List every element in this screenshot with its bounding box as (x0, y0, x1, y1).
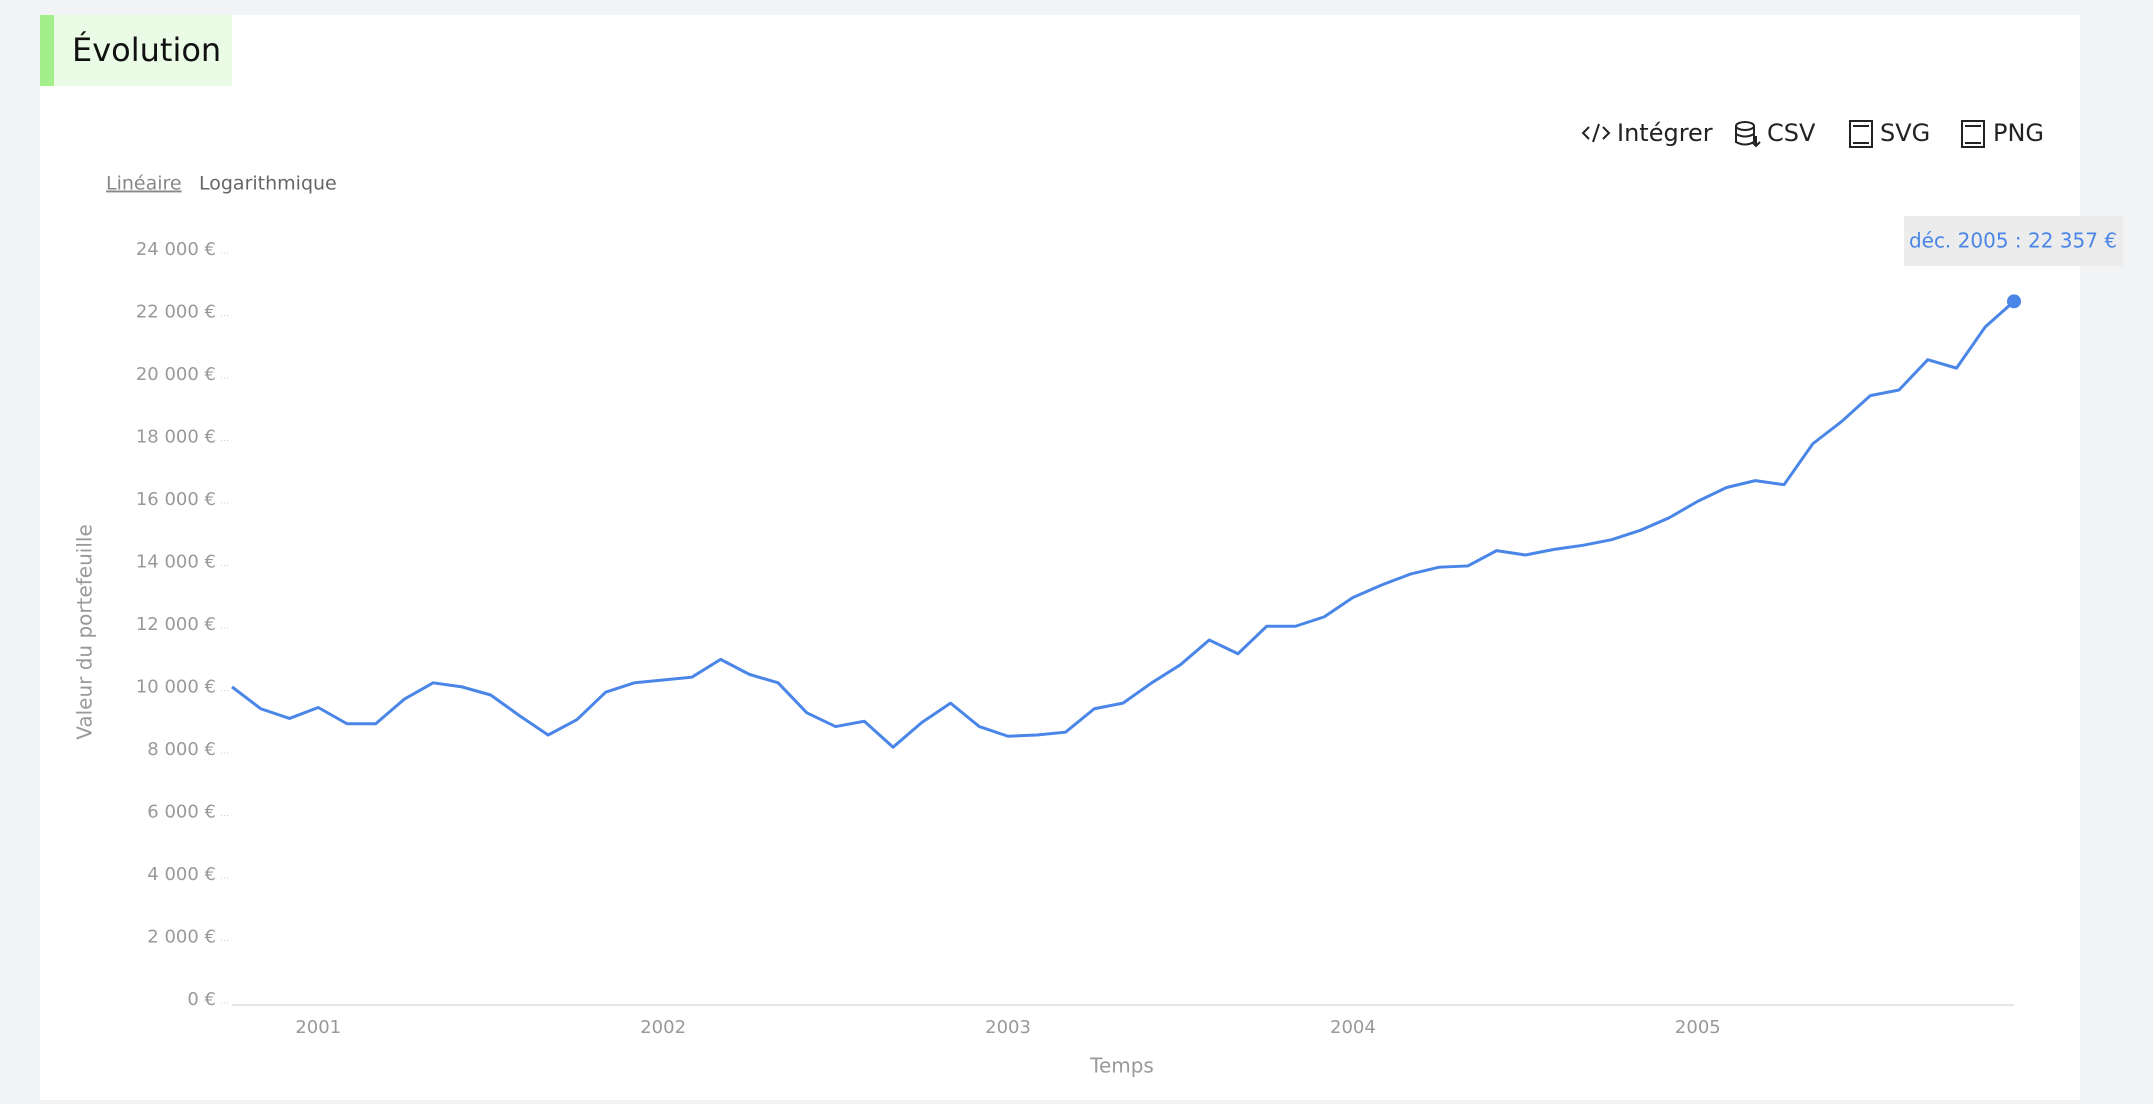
y-tick-label: 10 000 € (136, 677, 216, 698)
y-tick-label: 12 000 € (136, 614, 216, 635)
line (231, 300, 2015, 749)
icon (1735, 126, 1761, 148)
x-tick-label: 2002 (640, 1017, 686, 1038)
x-tick-label: 2003 (985, 1017, 1031, 1038)
title-accent (40, 15, 54, 86)
y-tick-label: 16 000 € (136, 489, 216, 510)
y-tick-label: 14 000 € (136, 552, 216, 573)
plot: 0 € 2 000 € 4 000 € 6 000 € 8 000 € 10 000 € 1… (136, 216, 2123, 1038)
y-tick-label: 2 000 € (147, 927, 216, 948)
embed-button[interactable] (1581, 123, 1611, 143)
title-box (40, 15, 232, 86)
png-icon[interactable] (1961, 120, 1985, 148)
y-tick-label: 18 000 € (136, 427, 216, 448)
x-tick-label: 2004 (1330, 1017, 1376, 1038)
toolbar-button[interactable]: CSV (1767, 119, 1816, 147)
x-tick-label: 2001 (295, 1017, 341, 1038)
toolbar-button[interactable]: SVG (1880, 119, 1930, 147)
y-tick-label: 24 000 € (136, 239, 216, 260)
highlight-point (2007, 294, 2021, 309)
svg-icon[interactable] (1849, 120, 1873, 148)
y-tick-label: 20 000 € (136, 364, 216, 385)
x-tick-label: 2005 (1675, 1017, 1721, 1038)
y-tick-label: 8 000 € (147, 739, 216, 760)
x-axis-label: Temps (1089, 1054, 1154, 1078)
csv-icon[interactable] (1735, 121, 1761, 148)
icon (1581, 123, 1611, 143)
scale-option[interactable]: Linéaire (106, 173, 182, 195)
y-tick-label: 4 000 € (147, 864, 216, 885)
toolbar-button[interactable]: Intégrer (1617, 119, 1713, 147)
tooltip-box (1904, 216, 2123, 266)
y-tick-label: 22 000 € (136, 302, 216, 323)
tooltip: déc. 2005 : 22 357 € (1909, 229, 2117, 253)
page-title: Évolution (72, 31, 221, 69)
toolbar-button[interactable]: PNG (1993, 119, 2044, 147)
y-tick-label: 0 € (187, 989, 216, 1010)
scale-option[interactable]: Logarithmique (199, 173, 337, 195)
icon (1849, 120, 1873, 148)
y-tick-label: 6 000 € (147, 802, 216, 823)
y-axis-label: Valeur du portefeuille (73, 524, 97, 740)
card (40, 15, 2080, 1100)
icon (1961, 120, 1985, 148)
